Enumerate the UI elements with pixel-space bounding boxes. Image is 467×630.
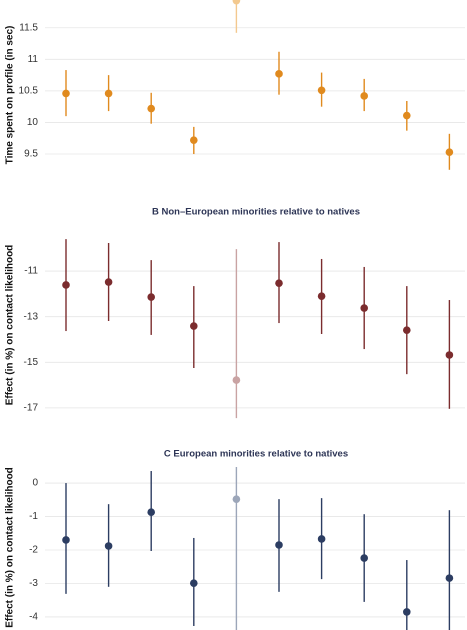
y-axis-label: Time spent on profile (in sec) <box>5 26 16 165</box>
point <box>147 104 155 113</box>
y-tick-label: -11 <box>24 266 38 277</box>
point <box>317 86 326 95</box>
point <box>62 281 70 289</box>
y-tick-label: -3 <box>29 578 38 589</box>
y-tick-label: -15 <box>24 357 39 368</box>
point <box>317 292 326 300</box>
point <box>403 111 411 120</box>
point <box>62 536 70 544</box>
point <box>360 554 369 562</box>
point <box>190 136 198 144</box>
y-tick-label: -2 <box>29 545 38 556</box>
y-tick-label: 11 <box>28 54 39 65</box>
panel-title: B Non–European minorities relative to na… <box>152 207 360 218</box>
point <box>360 92 369 100</box>
point <box>104 542 113 550</box>
point <box>104 89 113 98</box>
point <box>147 293 155 301</box>
y-tick-label: 9.5 <box>24 149 38 160</box>
point <box>445 148 454 156</box>
point <box>232 495 241 503</box>
point <box>360 304 369 312</box>
y-tick-label: 0 <box>32 478 38 489</box>
point <box>403 608 411 616</box>
point <box>445 574 454 582</box>
point <box>190 322 198 330</box>
y-tick-label: -4 <box>29 612 38 623</box>
point <box>147 508 155 516</box>
point <box>445 351 454 359</box>
y-tick-label: -17 <box>24 403 39 414</box>
y-axis-label: Effect (in %) on contact likelihood <box>5 245 16 406</box>
point <box>62 89 70 98</box>
point <box>232 376 241 384</box>
point <box>275 541 283 549</box>
point <box>403 326 411 334</box>
y-axis-label: Effect (in %) on contact likelihood <box>5 467 16 628</box>
point <box>275 279 283 287</box>
point <box>317 535 326 543</box>
panel-title: C European minorities relative to native… <box>164 449 348 460</box>
y-tick-label: -13 <box>24 311 39 322</box>
point <box>232 0 241 5</box>
point <box>190 579 198 587</box>
y-tick-label: 10.5 <box>19 86 39 97</box>
y-tick-label: 10 <box>27 117 39 128</box>
y-tick-label: -1 <box>29 511 38 522</box>
point <box>275 70 283 78</box>
y-tick-label: 11.5 <box>19 22 38 33</box>
point <box>104 278 113 286</box>
